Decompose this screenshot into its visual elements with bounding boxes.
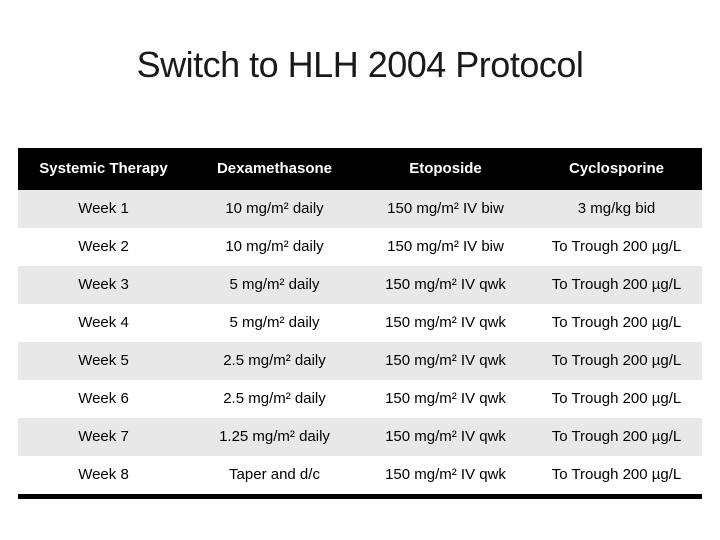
table-cell: Week 7 xyxy=(78,427,129,445)
table-row: Week 7 1.25 mg/m² daily 150 mg/m² IV qwk To… xyxy=(18,418,702,456)
table-body: Week 1 10 mg/m² daily 150 mg/m² IV biw 3 mg… xyxy=(18,190,702,494)
table-cell: Week 2 xyxy=(78,237,129,255)
table-cell: 150 mg/m² IV qwk xyxy=(385,275,506,293)
table-row: Week 1 10 mg/m² daily 150 mg/m² IV biw 3 mg… xyxy=(18,190,702,228)
table-cell: To Trough 200 µg/L xyxy=(551,275,682,293)
table-cell: Week 5 xyxy=(78,351,129,369)
table-cell: To Trough 200 µg/L xyxy=(551,389,682,407)
header-cell-dexamethasone: Dexamethasone xyxy=(216,159,333,177)
table-cell: 150 mg/m² IV qwk xyxy=(385,389,506,407)
table-cell: 2.5 mg/m² daily xyxy=(223,351,326,369)
table-row: Week 6 2.5 mg/m² daily 150 mg/m² IV qwk To … xyxy=(18,380,702,418)
table-row: Week 5 2.5 mg/m² daily 150 mg/m² IV qwk To … xyxy=(18,342,702,380)
table-cell: 150 mg/m² IV qwk xyxy=(385,427,506,445)
table-cell: 150 mg/m² IV qwk xyxy=(385,313,506,331)
table-row: Week 3 5 mg/m² daily 150 mg/m² IV qwk To Tr… xyxy=(18,266,702,304)
table-cell: 3 mg/kg bid xyxy=(577,199,656,217)
table-cell: To Trough 200 µg/L xyxy=(551,351,682,369)
table-cell: Week 6 xyxy=(78,389,129,407)
table-cell: 2.5 mg/m² daily xyxy=(223,389,326,407)
table-cell: To Trough 200 µg/L xyxy=(551,237,682,255)
table-cell: 5 mg/m² daily xyxy=(229,313,320,331)
table-cell: Week 4 xyxy=(78,313,129,331)
table-cell: To Trough 200 µg/L xyxy=(551,427,682,445)
table-cell: 150 mg/m² IV biw xyxy=(387,199,504,217)
slide-title: Switch to HLH 2004 Protocol xyxy=(136,44,584,85)
table-cell: To Trough 200 µg/L xyxy=(551,465,682,483)
table-row: Week 4 5 mg/m² daily 150 mg/m² IV qwk To Tr… xyxy=(18,304,702,342)
table-cell: 150 mg/m² IV qwk xyxy=(385,465,506,483)
table-row: Week 2 10 mg/m² daily 150 mg/m² IV biw To T… xyxy=(18,228,702,266)
table-cell: Week 8 xyxy=(78,465,129,483)
table-cell: 150 mg/m² IV qwk xyxy=(385,351,506,369)
table-cell: 10 mg/m² daily xyxy=(225,237,324,255)
table-cell: 10 mg/m² daily xyxy=(225,199,324,217)
table-cell: Taper and d/c xyxy=(229,465,320,483)
table-cell: 5 mg/m² daily xyxy=(229,275,320,293)
header-cell-etoposide: Etoposide xyxy=(409,159,482,177)
table-header-row: Systemic Therapy Dexamethasone Etoposide… xyxy=(18,148,702,190)
table-cell: To Trough 200 µg/L xyxy=(551,313,682,331)
header-cell-systemic-therapy: Systemic Therapy xyxy=(39,159,168,177)
protocol-table: Systemic Therapy Dexamethasone Etoposide… xyxy=(18,148,702,499)
table-row: Week 8 Taper and d/c 150 mg/m² IV qwk To Tr… xyxy=(18,456,702,494)
table-cell: 150 mg/m² IV biw xyxy=(387,237,504,255)
header-cell-cyclosporine: Cyclosporine xyxy=(568,159,665,177)
table-cell: 1.25 mg/m² daily xyxy=(219,427,330,445)
table-cell: Week 3 xyxy=(78,275,129,293)
table-cell: Week 1 xyxy=(78,199,129,217)
